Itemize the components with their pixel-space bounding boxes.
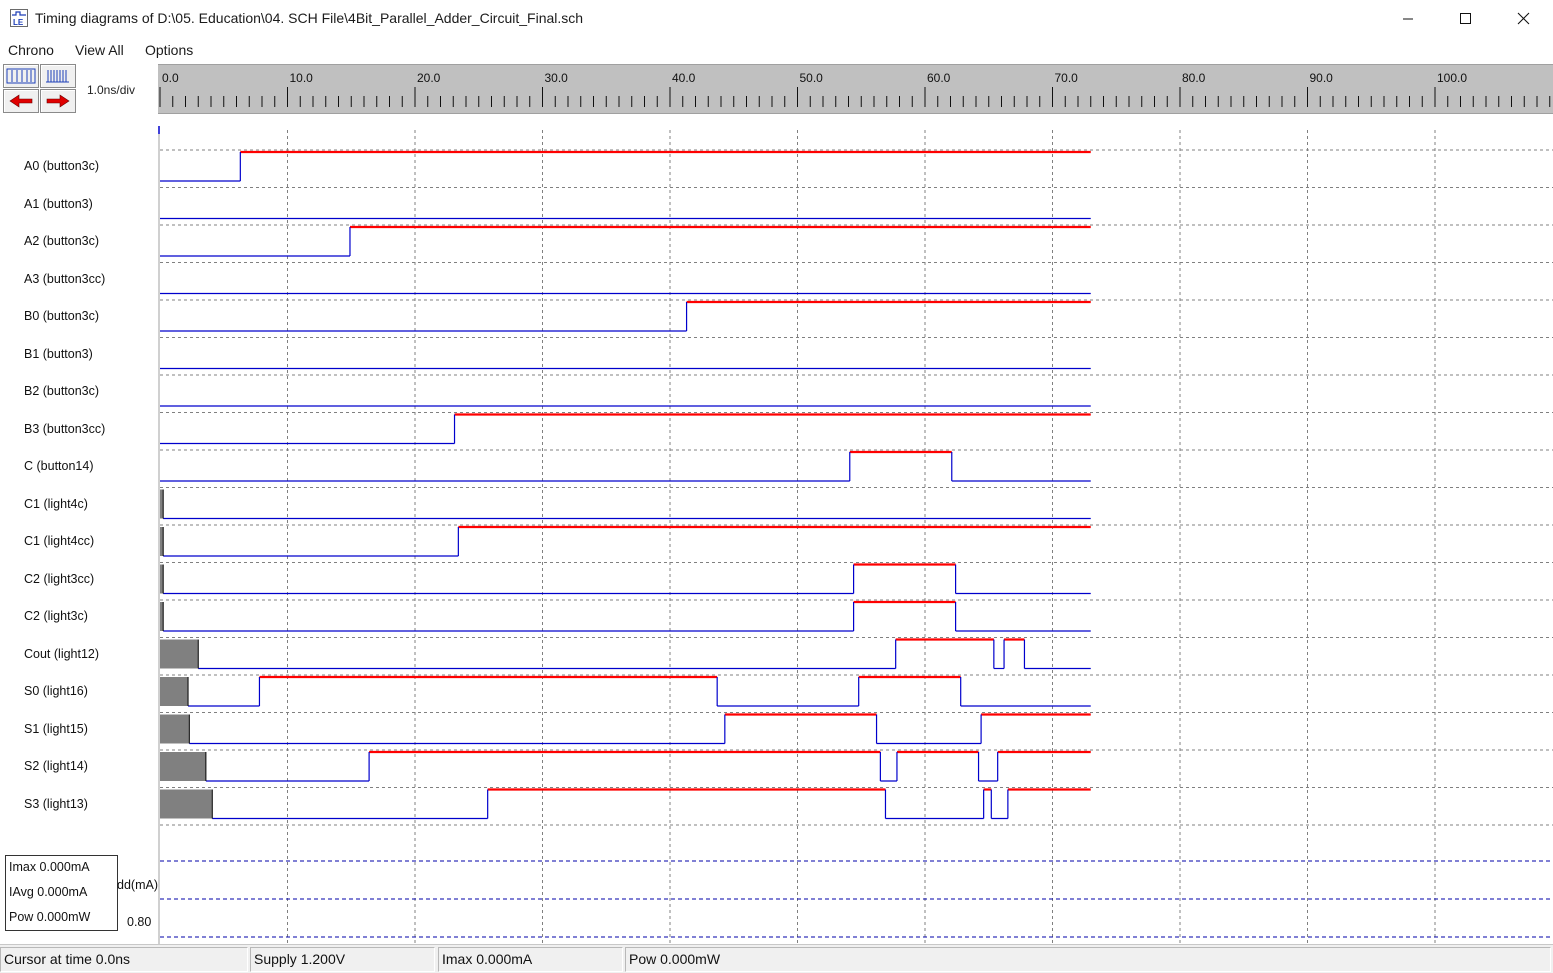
zoom-in-icon bbox=[46, 70, 69, 83]
imax-stat: Imax 0.000mA bbox=[9, 860, 90, 874]
status-imax: Imax 0.000mA bbox=[438, 947, 623, 972]
waveform bbox=[160, 525, 1091, 557]
waveform bbox=[160, 563, 1091, 595]
signal-label[interactable]: C2 (light3c) bbox=[24, 609, 88, 623]
iavg-stat: IAvg 0.000mA bbox=[9, 885, 88, 899]
power-stats-box: Imax 0.000mA IAvg 0.000mA Pow 0.000mW bbox=[5, 855, 118, 931]
status-power: Pow 0.000mW bbox=[625, 947, 1551, 972]
signal-label[interactable]: A2 (button3c) bbox=[24, 234, 100, 248]
ruler-ticks: 0.0 10.0 20.0 30.0 40.0 50.0 60.0 70.0 80.0 90.0 1… bbox=[159, 71, 1551, 107]
signal-label[interactable]: B3 (button3cc) bbox=[24, 421, 106, 436]
ruler-label: 70.0 bbox=[1055, 71, 1079, 85]
menu-chrono[interactable]: Chrono bbox=[8, 42, 54, 58]
waveform bbox=[160, 150, 1091, 182]
signal-label[interactable]: Cout (light12) bbox=[24, 646, 100, 661]
ruler-label: 20.0 bbox=[417, 71, 441, 85]
menu-view-all[interactable]: View All bbox=[75, 42, 124, 58]
waveform bbox=[160, 300, 1091, 332]
scroll-left-button[interactable] bbox=[3, 89, 39, 113]
signal-label[interactable]: S0 (light16) bbox=[24, 684, 88, 698]
ruler-label: 10.0 bbox=[290, 71, 314, 85]
scroll-right-icon bbox=[46, 94, 70, 108]
title-bar: LE Timing diagrams of D:\05. Education\0… bbox=[0, 0, 1553, 38]
ruler-label: 100.0 bbox=[1437, 71, 1467, 85]
pow-stat: Pow 0.000mW bbox=[9, 910, 91, 924]
unknown-state-block bbox=[160, 639, 199, 669]
status-bar: Cursor at time 0.0ns Supply 1.200V Imax … bbox=[0, 944, 1553, 973]
unknown-state-block bbox=[160, 714, 190, 744]
window-title: Timing diagrams of D:\05. Education\04. … bbox=[35, 10, 584, 26]
waveform bbox=[160, 788, 1091, 820]
toolbar: 1.0ns/div 0.0 10.0 20.0 30.0 40.0 50.0 60.0 70.… bbox=[0, 62, 1553, 116]
waveform bbox=[160, 713, 1091, 745]
unknown-state-block bbox=[160, 789, 213, 819]
dsch-app-icon: LE bbox=[10, 9, 28, 27]
menu-options[interactable]: Options bbox=[145, 42, 194, 58]
signal-label[interactable]: B0 (button3c) bbox=[24, 309, 100, 323]
idd-axis-label: dd(mA) bbox=[117, 878, 158, 892]
waveform-canvas bbox=[158, 126, 1553, 944]
time-ruler[interactable]: 0.0 10.0 20.0 30.0 40.0 50.0 60.0 70.0 80.0 90.0 1… bbox=[158, 64, 1553, 114]
waveform bbox=[160, 675, 1091, 707]
signal-label[interactable]: C1 (light4cc) bbox=[24, 534, 95, 548]
waveform bbox=[160, 600, 1091, 632]
zoom-out-icon bbox=[6, 68, 36, 84]
minimize-icon bbox=[1403, 18, 1413, 20]
waveform bbox=[160, 413, 1091, 445]
waveform bbox=[160, 750, 1091, 782]
zoom-in-button[interactable] bbox=[40, 64, 76, 88]
status-supply: Supply 1.200V bbox=[250, 947, 435, 972]
ruler-label: 30.0 bbox=[545, 71, 569, 85]
ruler-label: 60.0 bbox=[927, 71, 951, 85]
signal-label[interactable]: A3 (button3cc) bbox=[24, 271, 106, 286]
unknown-state-block bbox=[160, 752, 206, 781]
waveform bbox=[160, 225, 1091, 257]
signal-label[interactable]: S1 (light15) bbox=[24, 721, 88, 736]
idd-scale-value: 0.80 bbox=[127, 915, 152, 929]
signal-label[interactable]: B1 (button3) bbox=[24, 346, 93, 361]
signal-label[interactable]: C1 (light4c) bbox=[24, 496, 88, 511]
unknown-state-block bbox=[160, 489, 164, 519]
scroll-left-icon bbox=[9, 94, 33, 108]
signal-label[interactable]: C2 (light3cc) bbox=[24, 571, 95, 586]
close-button[interactable] bbox=[1495, 0, 1553, 38]
minimize-button[interactable] bbox=[1379, 0, 1437, 38]
unknown-state-block bbox=[160, 677, 189, 706]
scroll-right-button[interactable] bbox=[40, 89, 76, 113]
maximize-icon bbox=[1460, 13, 1471, 24]
ruler-label: 90.0 bbox=[1310, 71, 1334, 85]
unknown-state-block bbox=[160, 527, 164, 556]
svg-text:LE: LE bbox=[13, 18, 24, 27]
signal-label[interactable]: A1 (button3) bbox=[24, 196, 93, 211]
waveform bbox=[160, 489, 1091, 520]
unknown-state-block bbox=[160, 602, 164, 631]
zoom-out-button[interactable] bbox=[3, 64, 39, 88]
waveform bbox=[160, 450, 1091, 482]
timing-diagram-area[interactable]: A0 (button3c) A1 (button3) A2 (button3c) A3… bbox=[0, 116, 1553, 944]
signal-label[interactable]: S2 (light14) bbox=[24, 759, 88, 773]
ruler-label: 50.0 bbox=[800, 71, 824, 85]
signal-label[interactable]: A0 (button3c) bbox=[24, 159, 100, 173]
unknown-state-block bbox=[160, 564, 164, 594]
waveform bbox=[160, 638, 1091, 670]
ruler-label: 80.0 bbox=[1182, 71, 1206, 85]
maximize-button[interactable] bbox=[1437, 0, 1495, 38]
time-scale-label: 1.0ns/div bbox=[87, 83, 136, 97]
signal-label[interactable]: S3 (light13) bbox=[24, 796, 88, 811]
ruler-label: 40.0 bbox=[672, 71, 696, 85]
menu-bar: Chrono View All Options bbox=[0, 38, 1553, 62]
status-cursor-time: Cursor at time 0.0ns bbox=[0, 947, 248, 972]
signal-label[interactable]: B2 (button3c) bbox=[24, 384, 100, 398]
signal-label[interactable]: C (button14) bbox=[24, 459, 94, 473]
close-icon bbox=[1517, 12, 1530, 25]
ruler-label: 0.0 bbox=[162, 71, 179, 85]
